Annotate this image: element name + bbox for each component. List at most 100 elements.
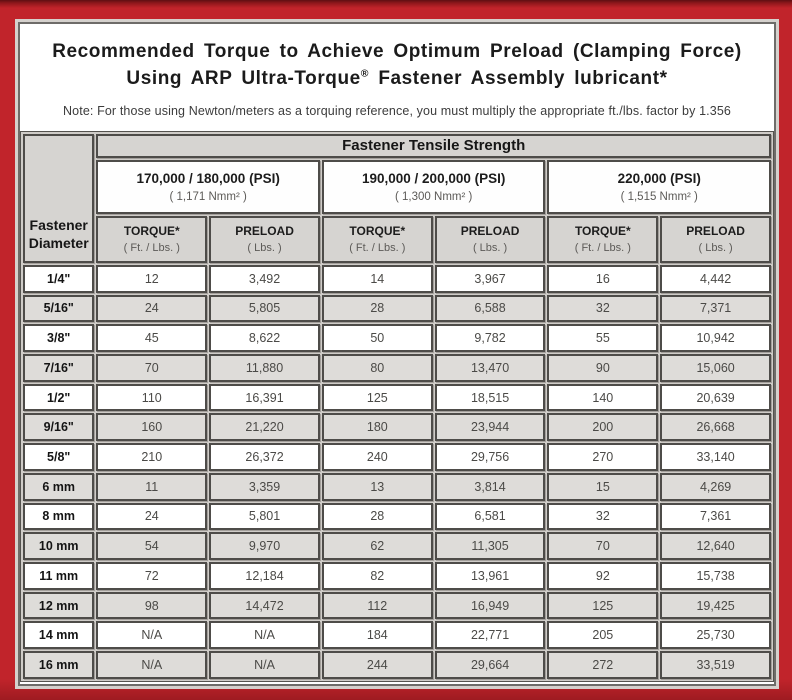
value-cell: 11,880: [209, 354, 320, 382]
torque-label: TORQUE*: [574, 224, 631, 239]
value-cell: 7,361: [660, 502, 771, 531]
value-cell: 13,961: [434, 561, 546, 590]
torque-column-header-2: TORQUE* ( Ft. / Lbs. ): [321, 215, 433, 263]
value-cell: 32: [547, 502, 659, 531]
value-cell: 125: [321, 383, 433, 412]
value-cell: 112: [321, 591, 433, 620]
torque-unit: ( Ft. / Lbs. ): [574, 242, 631, 255]
value-cell: 24: [96, 502, 208, 531]
value-cell: 6,581: [434, 502, 546, 531]
value-cell: 23,944: [434, 413, 546, 442]
value-cell: 10,942: [660, 324, 771, 353]
torque-column-header-1: TORQUE* ( Ft. / Lbs. ): [96, 215, 208, 263]
value-cell: 11,305: [434, 532, 546, 560]
value-cell: 62: [321, 532, 433, 560]
table-row: 9/16" 160 21,220 180 23,944 200 26,668: [23, 413, 771, 442]
value-cell: 18,515: [434, 383, 546, 412]
diameter-cell: 1/2": [23, 383, 95, 412]
value-cell: 5,805: [209, 294, 320, 323]
diameter-cell: 5/16": [23, 294, 95, 323]
value-cell: 90: [547, 354, 659, 382]
value-cell: 14,472: [209, 591, 320, 620]
diameter-cell: 6 mm: [23, 472, 95, 501]
value-cell: N/A: [209, 621, 320, 650]
psi-group-170-180: 170,000 / 180,000 (PSI) ( 1,171 Nmm² ): [96, 159, 320, 214]
document-panel: Recommended Torque to Achieve Optimum Pr…: [18, 22, 776, 686]
table-row: 7/16" 70 11,880 80 13,470 90 15,060: [23, 354, 771, 382]
preload-label: PRELOAD: [686, 224, 745, 239]
torque-label: TORQUE*: [123, 224, 180, 239]
value-cell: 33,519: [660, 651, 771, 679]
value-cell: 19,425: [660, 591, 771, 620]
value-cell: 6,588: [434, 294, 546, 323]
table-row: 6 mm 11 3,359 13 3,814 15 4,269: [23, 472, 771, 501]
value-cell: 15,738: [660, 561, 771, 590]
value-cell: 5,801: [209, 502, 320, 531]
value-cell: 3,967: [434, 264, 546, 293]
value-cell: 8,622: [209, 324, 320, 353]
title-line2-post: Fastener Assembly lubricant*: [369, 67, 668, 89]
diameter-cell: 1/4": [23, 264, 95, 293]
psi-group-row: 170,000 / 180,000 (PSI) ( 1,171 Nmm² ) 1…: [23, 159, 771, 214]
value-cell: 110: [96, 383, 208, 412]
value-cell: 25,730: [660, 621, 771, 650]
value-cell: 200: [547, 413, 659, 442]
preload-unit: ( Lbs. ): [472, 242, 508, 255]
value-cell: 29,664: [434, 651, 546, 679]
table-row: 1/2" 110 16,391 125 18,515 140 20,639: [23, 383, 771, 412]
value-cell: 12,184: [209, 561, 320, 590]
value-cell: 15,060: [660, 354, 771, 382]
table-row: 1/4" 12 3,492 14 3,967 16 4,442: [23, 264, 771, 293]
value-cell: N/A: [96, 621, 208, 650]
corner-header-line2: Diameter: [28, 234, 89, 251]
table-row: 10 mm 54 9,970 62 11,305 70 12,640: [23, 532, 771, 560]
corner-header-line1: Fastener: [29, 216, 88, 233]
value-cell: 54: [96, 532, 208, 560]
table-row: 14 mm N/A N/A 184 22,771 205 25,730: [23, 621, 771, 650]
psi-label: 220,000 (PSI): [617, 170, 701, 186]
diameter-cell: 10 mm: [23, 532, 95, 560]
value-cell: N/A: [96, 651, 208, 679]
value-cell: 26,668: [660, 413, 771, 442]
psi-group-220: 220,000 (PSI) ( 1,515 Nmm² ): [547, 159, 771, 214]
value-cell: 20,639: [660, 383, 771, 412]
value-cell: 184: [321, 621, 433, 650]
value-cell: 82: [321, 561, 433, 590]
torque-table: Fastener Diameter Fastener Tensile Stren…: [20, 130, 774, 682]
value-cell: 80: [321, 354, 433, 382]
torque-unit: ( Ft. / Lbs. ): [123, 242, 180, 255]
value-cell: 28: [321, 502, 433, 531]
table-row: 12 mm 98 14,472 112 16,949 125 19,425: [23, 591, 771, 620]
title-line2-pre: Using ARP Ultra-Torque: [126, 67, 361, 89]
value-cell: 7,371: [660, 294, 771, 323]
corner-header-fastener-diameter: Fastener Diameter: [23, 133, 95, 263]
value-cell: 160: [96, 413, 208, 442]
value-cell: 125: [547, 591, 659, 620]
psi-label: 190,000 / 200,000 (PSI): [362, 170, 506, 186]
diameter-cell: 5/8": [23, 443, 95, 471]
value-cell: 13,470: [434, 354, 546, 382]
table-row: 11 mm 72 12,184 82 13,961 92 15,738: [23, 561, 771, 590]
preload-unit: ( Lbs. ): [698, 242, 733, 255]
value-cell: N/A: [209, 651, 320, 679]
value-cell: 22,771: [434, 621, 546, 650]
diameter-cell: 12 mm: [23, 591, 95, 620]
value-cell: 244: [321, 651, 433, 679]
diameter-cell: 16 mm: [23, 651, 95, 679]
column-header-row: TORQUE* ( Ft. / Lbs. ) PRELOAD ( Lbs. ) …: [23, 215, 771, 263]
diameter-cell: 8 mm: [23, 502, 95, 531]
diameter-cell: 14 mm: [23, 621, 95, 650]
page-title-line1: Recommended Torque to Achieve Optimum Pr…: [52, 41, 742, 62]
value-cell: 3,492: [209, 264, 320, 293]
diameter-cell: 11 mm: [23, 561, 95, 590]
value-cell: 55: [547, 324, 659, 353]
value-cell: 98: [96, 591, 208, 620]
value-cell: 140: [547, 383, 659, 412]
table-row: 8 mm 24 5,801 28 6,581 32 7,361: [23, 502, 771, 531]
value-cell: 3,359: [209, 472, 320, 501]
diameter-cell: 7/16": [23, 354, 95, 382]
psi-label: 170,000 / 180,000 (PSI): [136, 170, 280, 186]
value-cell: 28: [321, 294, 433, 323]
value-cell: 240: [321, 443, 433, 471]
